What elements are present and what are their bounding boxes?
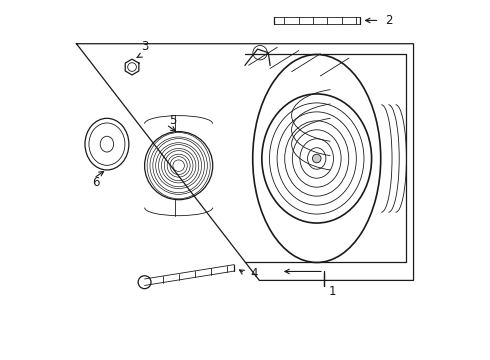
- Text: 1: 1: [328, 285, 336, 298]
- Text: 5: 5: [169, 114, 176, 127]
- Circle shape: [313, 154, 321, 163]
- Text: 4: 4: [250, 267, 258, 280]
- Text: 3: 3: [141, 40, 148, 53]
- Text: 2: 2: [385, 14, 392, 27]
- Text: 6: 6: [92, 176, 99, 189]
